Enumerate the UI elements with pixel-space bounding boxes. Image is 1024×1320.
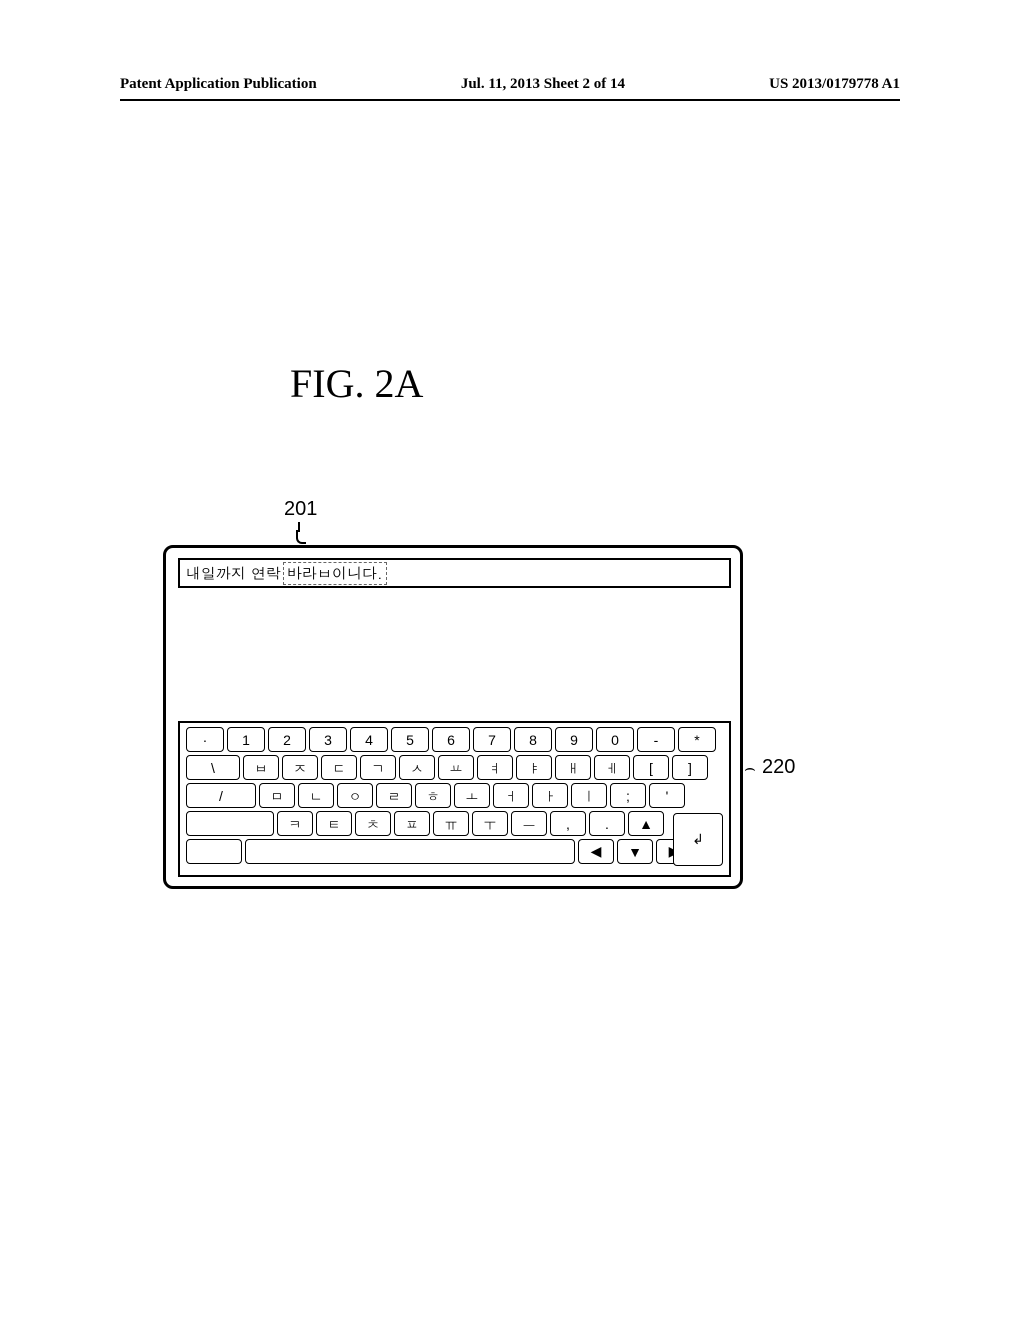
key-arrow-left[interactable]: ◀ [578,839,614,864]
key-bracket-l[interactable]: [ [633,755,669,780]
key-4[interactable]: 4 [350,727,388,752]
key-s[interactable]: ㅅ [399,755,435,780]
key-g[interactable]: ㄱ [360,755,396,780]
key-k[interactable]: ㅋ [277,811,313,836]
device-frame: 내일까지 연락 바라ㅂ이니다. · 1 2 3 4 5 6 7 8 9 0 - … [163,545,743,889]
key-ng[interactable]: ㅇ [337,783,373,808]
key-2[interactable]: 2 [268,727,306,752]
key-5[interactable]: 5 [391,727,429,752]
key-p[interactable]: ㅍ [394,811,430,836]
reference-201: 201 [284,498,317,521]
key-shift[interactable] [186,811,274,836]
key-8[interactable]: 8 [514,727,552,752]
key-star[interactable]: * [678,727,716,752]
key-quote[interactable]: ' [649,783,685,808]
key-yeo[interactable]: ㅕ [477,755,513,780]
header-center: Jul. 11, 2013 Sheet 2 of 14 [461,76,625,93]
page-header: Patent Application Publication Jul. 11, … [120,76,900,101]
key-a[interactable]: ㅏ [532,783,568,808]
key-row-2: \ ㅂ ㅈ ㄷ ㄱ ㅅ ㅛ ㅕ ㅑ ㅐ ㅔ [ ] [186,755,723,780]
keyboard-panel: · 1 2 3 4 5 6 7 8 9 0 - * \ ㅂ ㅈ ㄷ ㄱ ㅅ ㅛ … [178,721,731,877]
text-plain: 내일까지 연락 [186,563,281,584]
key-eu[interactable]: ㅡ [511,811,547,836]
key-bracket-r[interactable]: ] [672,755,708,780]
header-row: Patent Application Publication Jul. 11, … [120,76,900,93]
key-backtick[interactable]: · [186,727,224,752]
header-rule [120,99,900,101]
key-spacebar[interactable] [245,839,575,864]
key-7[interactable]: 7 [473,727,511,752]
key-3[interactable]: 3 [309,727,347,752]
key-j[interactable]: ㅈ [282,755,318,780]
key-backslash[interactable]: \ [186,755,240,780]
key-row-3: / ㅁ ㄴ ㅇ ㄹ ㅎ ㅗ ㅓ ㅏ ㅣ ; ' [186,783,723,808]
key-u[interactable]: ㅜ [472,811,508,836]
key-6[interactable]: 6 [432,727,470,752]
key-o[interactable]: ㅗ [454,783,490,808]
key-b[interactable]: ㅂ [243,755,279,780]
key-yu[interactable]: ㅠ [433,811,469,836]
key-d[interactable]: ㄷ [321,755,357,780]
reference-220: 220 [762,756,795,779]
key-ae[interactable]: ㅐ [555,755,591,780]
key-ch[interactable]: ㅊ [355,811,391,836]
key-arrow-down[interactable]: ▼ [617,839,653,864]
key-m[interactable]: ㅁ [259,783,295,808]
key-row-1: · 1 2 3 4 5 6 7 8 9 0 - * [186,727,723,752]
key-enter[interactable]: ↲ [673,813,723,866]
key-9[interactable]: 9 [555,727,593,752]
key-r[interactable]: ㄹ [376,783,412,808]
key-minus[interactable]: - [637,727,675,752]
key-n[interactable]: ㄴ [298,783,334,808]
key-1[interactable]: 1 [227,727,265,752]
key-fn-l1[interactable] [186,839,242,864]
header-right: US 2013/0179778 A1 [769,76,900,93]
key-row-5: ◀ ▼ ▶ [186,839,723,864]
header-left: Patent Application Publication [120,76,317,93]
key-i[interactable]: ㅣ [571,783,607,808]
key-ya[interactable]: ㅑ [516,755,552,780]
key-arrow-up[interactable]: ▲ [628,811,664,836]
leader-line-201 [298,522,300,544]
text-input-field[interactable]: 내일까지 연락 바라ㅂ이니다. [178,558,731,588]
key-h[interactable]: ㅎ [415,783,451,808]
key-slash[interactable]: / [186,783,256,808]
text-highlighted: 바라ㅂ이니다. [283,562,387,585]
key-row-4: ㅋ ㅌ ㅊ ㅍ ㅠ ㅜ ㅡ , . ▲ [186,811,723,836]
key-t[interactable]: ㅌ [316,811,352,836]
figure-title: FIG. 2A [290,360,423,407]
key-eo[interactable]: ㅓ [493,783,529,808]
key-yo[interactable]: ㅛ [438,755,474,780]
key-e[interactable]: ㅔ [594,755,630,780]
key-semicolon[interactable]: ; [610,783,646,808]
key-period[interactable]: . [589,811,625,836]
key-0[interactable]: 0 [596,727,634,752]
leader-curve-220: ⌢ [744,758,756,779]
key-comma[interactable]: , [550,811,586,836]
